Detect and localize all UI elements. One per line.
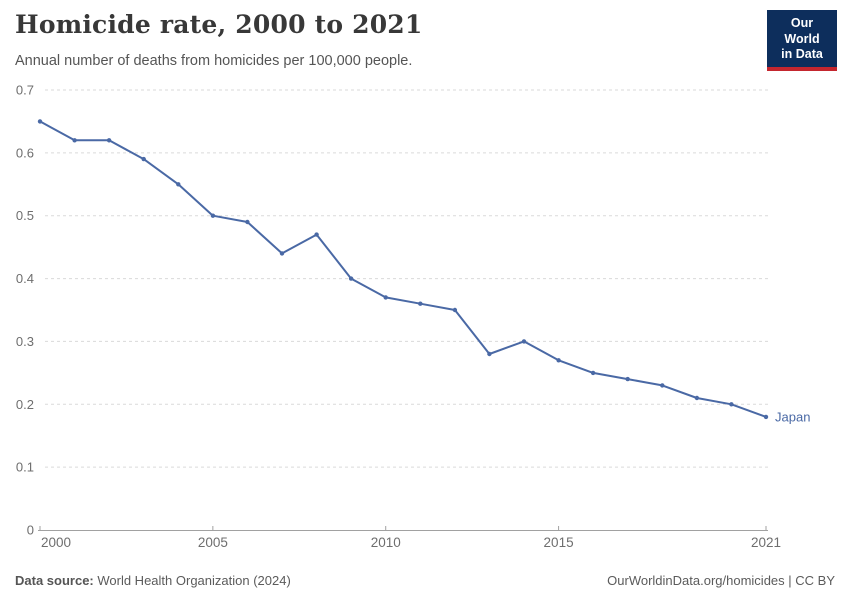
y-tick-label: 0.1 <box>16 460 34 475</box>
data-source-label: Data source: <box>15 573 94 588</box>
data-point[interactable] <box>279 251 285 256</box>
license-credit-text: OurWorldinData.org/homicides | CC BY <box>607 573 835 588</box>
y-tick-label: 0.2 <box>16 397 34 412</box>
data-point[interactable] <box>106 138 112 143</box>
chart-footer: Data source: World Health Organization (… <box>15 573 835 588</box>
x-tick-label: 2015 <box>544 535 574 550</box>
data-point[interactable] <box>141 156 146 162</box>
x-tick-label: 2010 <box>371 535 401 550</box>
data-point[interactable] <box>383 295 388 300</box>
data-point[interactable] <box>729 402 734 407</box>
data-point[interactable] <box>660 383 665 388</box>
data-point[interactable] <box>694 395 700 401</box>
data-point[interactable] <box>348 276 354 281</box>
data-point[interactable] <box>176 182 181 187</box>
data-point[interactable] <box>314 232 319 237</box>
y-tick-label: 0.3 <box>16 334 34 349</box>
chart-subtitle: Annual number of deaths from homicides p… <box>15 53 413 69</box>
data-point[interactable] <box>37 119 43 124</box>
y-tick-label: 0.6 <box>16 145 34 160</box>
chart-title: Homicide rate, 2000 to 2021 <box>15 10 423 39</box>
x-tick-label: 2005 <box>198 535 228 550</box>
series-end-label: Japan <box>775 409 810 424</box>
data-point[interactable] <box>521 339 527 344</box>
data-point[interactable] <box>625 376 630 382</box>
owid-logo-line1: Our World <box>784 16 820 46</box>
owid-logo-line2: in Data <box>781 47 823 62</box>
data-point[interactable] <box>763 414 769 420</box>
y-tick-label: 0.4 <box>16 271 34 286</box>
x-tick-label: 2021 <box>751 535 781 550</box>
data-point[interactable] <box>245 219 250 225</box>
x-tick-label: 2000 <box>41 535 71 550</box>
data-point[interactable] <box>72 138 77 143</box>
data-point[interactable] <box>418 301 423 306</box>
data-source-text: Data source: World Health Organization (… <box>15 573 291 588</box>
data-point[interactable] <box>210 213 216 218</box>
data-point[interactable] <box>487 351 492 357</box>
y-tick-label: 0.5 <box>16 208 34 223</box>
data-point[interactable] <box>556 358 561 363</box>
data-line <box>39 120 767 418</box>
data-point[interactable] <box>590 370 596 376</box>
data-source-value: World Health Organization (2024) <box>93 573 291 588</box>
y-tick-label: 0.7 <box>16 83 34 98</box>
data-point[interactable] <box>452 307 458 313</box>
y-tick-label: 0 <box>27 523 34 538</box>
owid-logo: Our World in Data <box>767 10 837 71</box>
